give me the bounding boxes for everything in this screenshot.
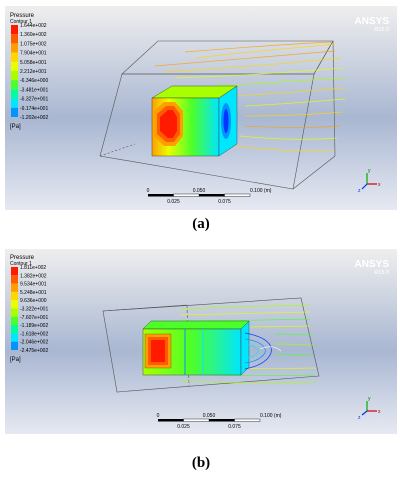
legend-color-swatch bbox=[11, 89, 18, 99]
legend-value-label: -1.618e+002 bbox=[20, 331, 48, 337]
scale-bottom-label: 0.075 bbox=[218, 199, 231, 205]
scale-top-label: 0.050 bbox=[203, 413, 216, 419]
legend-value-label: -1.189e+002 bbox=[20, 323, 48, 329]
panel-a-viewport: Pressure Contour 1 1.644e+002 1.360e+002 1… bbox=[5, 6, 397, 210]
simulation-panel-a: Pressure Contour 1 1.644e+002 1.360e+002 1… bbox=[5, 6, 397, 210]
scale-bar: 0 0.050 0.100 (m) 0.025 0.075 bbox=[157, 413, 282, 430]
legend-color-swatch bbox=[11, 291, 18, 301]
brand-version: R15.0 bbox=[374, 27, 389, 33]
scale-bottom-label: 0.075 bbox=[228, 424, 241, 430]
legend-unit: [Pa] bbox=[10, 357, 21, 363]
legend-unit: [Pa] bbox=[10, 124, 21, 130]
axis-x-label: x bbox=[378, 182, 381, 188]
axis-z-label: z bbox=[358, 188, 361, 194]
axis-triad: y x z bbox=[358, 396, 381, 421]
legend-value-label: 5.058e+001 bbox=[20, 60, 47, 66]
legend-value-label: 1.360e+002 bbox=[20, 32, 47, 38]
simulation-panel-b: Pressure Contour 1 1.811e+002 1.382e+002 9… bbox=[5, 249, 397, 434]
legend-value-label: -1.202e+002 bbox=[20, 115, 48, 121]
legend-value-label: 1.382e+002 bbox=[20, 273, 47, 279]
domain-wireframe bbox=[99, 40, 336, 190]
streamlines bbox=[154, 41, 346, 152]
legend-color-swatch bbox=[11, 283, 18, 292]
pressure-contour-body bbox=[151, 85, 238, 157]
legend-subtitle: Contour 1 bbox=[10, 261, 32, 267]
legend-value-label: 7.904e+001 bbox=[20, 51, 47, 57]
legend-value-label: -9.174e+001 bbox=[20, 106, 48, 112]
axis-y-label: y bbox=[368, 168, 371, 174]
scale-bottom-label: 0.025 bbox=[167, 199, 180, 205]
ansys-logo: ANSYS R15.0 bbox=[355, 259, 390, 276]
legend-color-swatch bbox=[11, 52, 18, 62]
legend-color-swatch bbox=[11, 107, 18, 117]
scale-top-label: 0.100 (m) bbox=[250, 188, 272, 194]
scale-top-label: 0 bbox=[157, 413, 160, 419]
legend-color-swatch bbox=[11, 98, 18, 108]
legend-color-swatch bbox=[11, 61, 18, 71]
legend-subtitle: Contour 1 bbox=[10, 19, 32, 25]
brand-version: R15.0 bbox=[374, 270, 389, 276]
legend-value-label: -3.481e+001 bbox=[20, 87, 48, 93]
axis-triad: y x z bbox=[358, 168, 381, 194]
legend-color-swatch bbox=[11, 341, 18, 350]
axis-x-label: x bbox=[378, 409, 381, 415]
axis-z-label: z bbox=[358, 415, 361, 421]
legend-value-label: 1.075e+002 bbox=[20, 41, 47, 47]
legend-color-swatch bbox=[11, 43, 18, 53]
legend-value-label: -6.327e+001 bbox=[20, 97, 48, 103]
legend-value-label: 9.636e+000 bbox=[20, 298, 47, 304]
legend-color-swatch bbox=[11, 325, 18, 334]
legend-title: Pressure bbox=[10, 13, 35, 19]
panel-b-viewport: Pressure Contour 1 1.811e+002 1.382e+002 9… bbox=[5, 249, 397, 434]
legend-color-swatch bbox=[11, 308, 18, 317]
legend-value-label: 9.534e+001 bbox=[20, 282, 47, 288]
figure-caption-b: (b) bbox=[191, 455, 211, 471]
legend-value-label: -3.322e+001 bbox=[20, 307, 48, 313]
legend-color-swatch bbox=[11, 80, 18, 90]
brand-name: ANSYS bbox=[355, 16, 390, 27]
legend-color-swatch bbox=[11, 275, 18, 284]
legend-value-label: -7.607e+001 bbox=[20, 315, 48, 321]
legend-value-label: 1.811e+002 bbox=[20, 265, 46, 271]
legend-color-swatch bbox=[11, 316, 18, 326]
axis-y-label: y bbox=[368, 396, 371, 402]
legend-value-label: 5.248e+001 bbox=[20, 290, 47, 296]
legend-value-label: -2.475e+002 bbox=[20, 348, 48, 354]
legend-value-label: 1.644e+002 bbox=[20, 23, 47, 29]
ansys-logo: ANSYS R15.0 bbox=[355, 16, 390, 33]
scale-top-label: 0 bbox=[147, 188, 150, 194]
legend-color-swatch bbox=[11, 267, 18, 276]
legend-color-swatch bbox=[11, 300, 18, 309]
pressure-legend: Pressure Contour 1 1.811e+002 1.382e+002 9… bbox=[10, 255, 48, 363]
legend-value-label: -2.046e+002 bbox=[20, 340, 48, 346]
legend-color-swatch bbox=[11, 71, 18, 81]
figure-caption-a: (a) bbox=[192, 216, 210, 232]
brand-name: ANSYS bbox=[355, 259, 390, 270]
legend-color-swatch bbox=[11, 25, 18, 35]
legend-title: Pressure bbox=[10, 255, 35, 261]
legend-color-swatch bbox=[11, 34, 18, 44]
scale-bottom-label: 0.025 bbox=[177, 424, 190, 430]
pressure-contour-body bbox=[142, 320, 282, 376]
legend-color-swatch bbox=[11, 333, 18, 342]
scale-bar: 0 0.050 0.100 (m) 0.025 0.075 bbox=[147, 188, 272, 205]
legend-value-label: -6.346e+000 bbox=[20, 78, 48, 84]
pressure-legend: Pressure Contour 1 1.644e+002 1.360e+002 1… bbox=[10, 13, 48, 130]
scale-top-label: 0.100 (m) bbox=[260, 413, 282, 419]
scale-top-label: 0.050 bbox=[193, 188, 206, 194]
legend-value-label: 2.212e+001 bbox=[20, 69, 47, 75]
